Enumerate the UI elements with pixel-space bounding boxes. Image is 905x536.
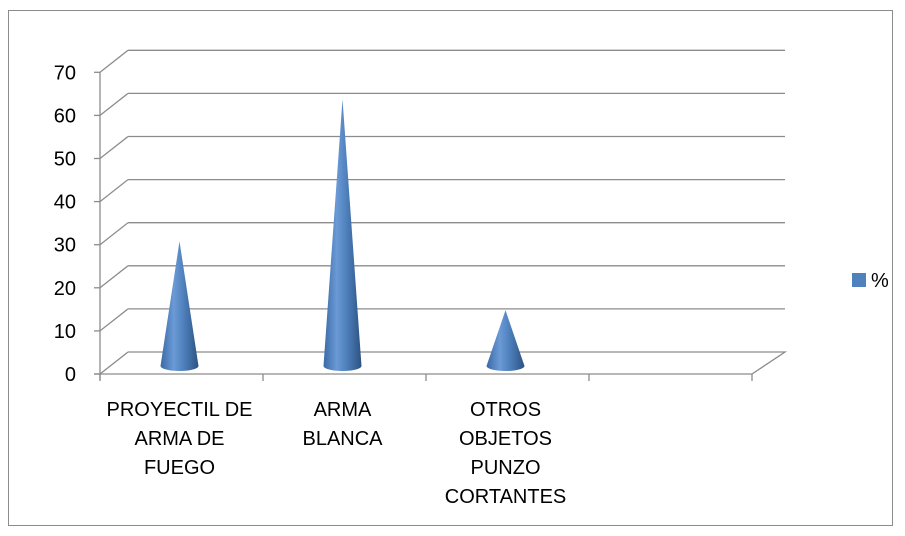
gridline-side: [99, 179, 129, 203]
legend-swatch: [852, 273, 866, 287]
floor-edge: [128, 351, 788, 375]
legend-label: %: [871, 270, 889, 292]
y-tick-label: 60: [54, 105, 76, 127]
x-tick-label: PROYECTIL DE ARMA DE FUEGO: [106, 399, 253, 479]
bar-cone: [323, 99, 362, 372]
gridline-side: [99, 222, 129, 246]
gridline-side: [99, 265, 129, 289]
bar-cone: [160, 241, 199, 372]
x-tick-label: OTROS OBJETOS PUNZO CORTANTES: [444, 399, 567, 508]
y-tick-label: 0: [65, 364, 76, 386]
gridline-side: [99, 351, 129, 375]
x-tick-label: ARMA BLANCA: [302, 399, 383, 450]
y-tick-label: 10: [54, 321, 76, 343]
gridline-side: [99, 92, 129, 116]
y-tick-label: 70: [54, 62, 76, 84]
chart-frame: [8, 10, 893, 526]
cone-body: [160, 241, 199, 372]
gridline-side: [99, 49, 129, 73]
y-tick-label: 40: [54, 192, 76, 214]
cone-body: [323, 99, 362, 372]
cone-body: [486, 310, 525, 372]
gridline-side: [99, 135, 129, 160]
bar-cone: [486, 310, 525, 372]
y-tick-label: 30: [54, 235, 76, 257]
gridline-side: [99, 308, 129, 332]
y-tick-label: 50: [54, 149, 76, 171]
y-tick-label: 20: [54, 278, 76, 300]
